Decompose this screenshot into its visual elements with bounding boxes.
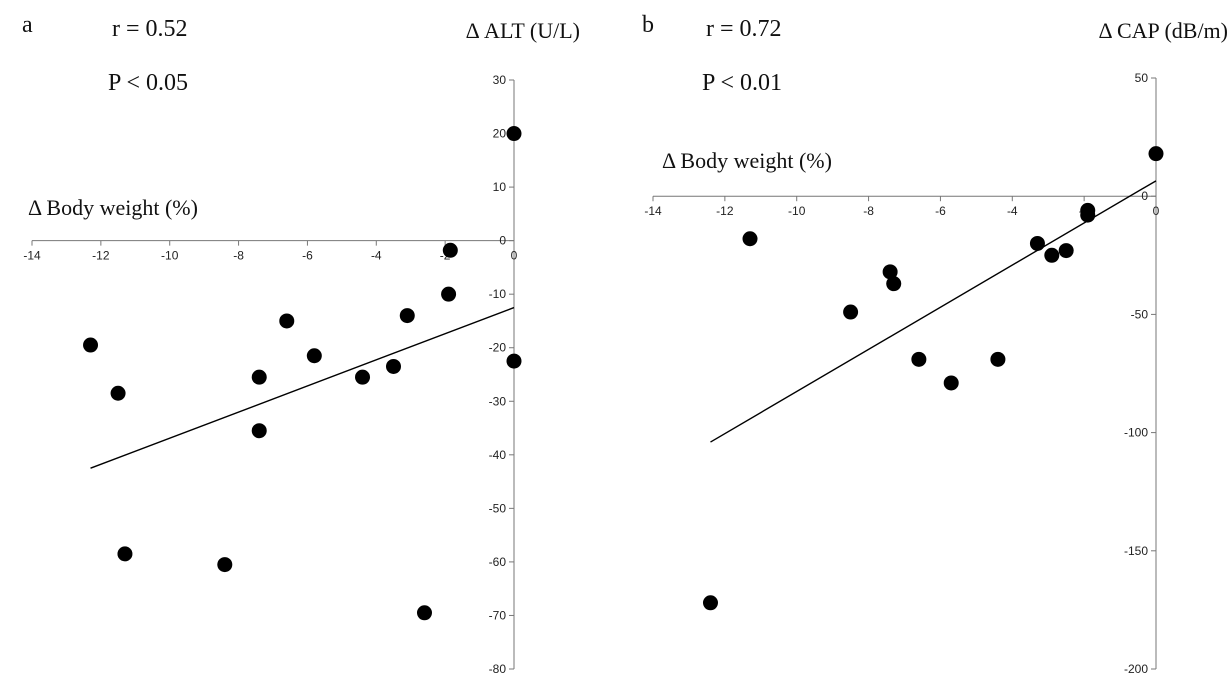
panel-b-axes: 500-50-100-150-200-14-12-10-8-6-4-20	[644, 71, 1159, 676]
panel-b-data-point	[911, 351, 927, 367]
panel-b-points	[702, 146, 1164, 611]
panel-a-letter: a	[22, 12, 33, 38]
panel-a-data-point	[386, 358, 401, 374]
panel-a-r-stat: r = 0.52	[112, 16, 188, 42]
panel-b-data-point	[1080, 207, 1096, 223]
panel-a-y-tick-label: 10	[493, 180, 507, 194]
panel-b-y-tick-label: -100	[1124, 426, 1148, 440]
panel-a-x-tick-label: -10	[161, 249, 179, 263]
panel-b-x-tick-label: -6	[935, 204, 946, 218]
panel-a-data-point	[279, 313, 295, 329]
panel-b-data-point	[843, 304, 859, 320]
panel-b-data-point	[1058, 243, 1074, 259]
panel-a-y-tick-label: 20	[493, 127, 507, 141]
panel-b: b r = 0.72 P < 0.01 Δ Body weight (%) Δ …	[642, 12, 1228, 676]
panel-a-data-point	[83, 337, 99, 353]
panel-a-p-stat: P < 0.05	[108, 70, 188, 96]
panel-a-y-tick-label: 30	[493, 73, 507, 87]
panel-a-data-point	[251, 423, 267, 439]
panel-a-data-point	[442, 242, 458, 258]
panel-a-data-point	[399, 308, 415, 324]
panel-b-p-stat: P < 0.01	[702, 70, 782, 96]
panel-a-x-tick-label: 0	[511, 249, 518, 263]
panel-b-y-tick-label: 50	[1135, 71, 1149, 85]
panel-a-y-tick-label: 0	[499, 234, 506, 248]
panel-a-y-axis-title: Δ ALT (U/L)	[466, 18, 580, 43]
panel-a-y-tick-label: -50	[489, 501, 507, 515]
panel-a-x-tick-label: -8	[233, 249, 244, 263]
panel-b-trendline	[710, 180, 1157, 443]
panel-a-trendline-line	[90, 306, 515, 469]
panel-b-data-point	[886, 276, 902, 292]
panel-a-data-point	[506, 126, 522, 142]
panel-a-y-tick-label: -60	[489, 555, 507, 569]
panel-b-x-tick-label: -8	[863, 204, 874, 218]
panel-a-y-tick-label: -80	[489, 662, 507, 676]
panel-a-x-tick-label: -12	[92, 249, 110, 263]
panel-b-data-point	[943, 375, 959, 391]
panel-a-y-tick-label: -40	[489, 448, 507, 462]
panel-b-trendline-line	[710, 180, 1157, 443]
panel-a-x-axis-title: Δ Body weight (%)	[28, 195, 198, 220]
panel-b-data-point	[990, 351, 1006, 367]
panel-b-y-tick-label: -50	[1131, 307, 1149, 321]
panel-a-x-tick-label: -4	[371, 249, 382, 263]
panel-b-data-point	[702, 595, 718, 611]
panel-b-x-axis-title: Δ Body weight (%)	[662, 148, 832, 173]
panel-a-y-tick-label: -10	[489, 287, 507, 301]
panel-a-x-tick-label: -14	[23, 249, 41, 263]
panel-b-x-tick-label: 0	[1153, 204, 1160, 218]
panel-b-letter: b	[642, 12, 654, 38]
panel-a-y-tick-label: -30	[489, 394, 507, 408]
panel-b-data-point	[1148, 146, 1164, 162]
panel-a-trendline	[90, 306, 515, 469]
panel-a-data-point	[306, 348, 322, 364]
panel-b-data-point	[1029, 235, 1045, 251]
panel-b-x-tick-label: -10	[788, 204, 806, 218]
panel-b-y-axis-title: Δ CAP (dB/m)	[1099, 18, 1228, 43]
panel-b-data-point	[742, 231, 758, 247]
panel-b-data-point	[882, 264, 898, 280]
panel-a-data-point	[416, 605, 432, 621]
panel-b-x-tick-label: -14	[644, 204, 662, 218]
panel-b-y-tick-label: -200	[1124, 662, 1148, 676]
panel-a-x-tick-label: -6	[302, 249, 313, 263]
panel-a-data-point	[251, 369, 267, 385]
panel-a-data-point	[355, 369, 371, 385]
panel-a-y-tick-label: -20	[489, 341, 507, 355]
panel-b-x-tick-label: -4	[1007, 204, 1018, 218]
panel-a-data-point	[110, 385, 126, 401]
panel-a: a r = 0.52 P < 0.05 Δ Body weight (%) Δ …	[22, 12, 580, 676]
panel-a-data-point	[117, 546, 133, 562]
panel-a-data-point	[217, 557, 233, 573]
panel-a-y-tick-label: -70	[489, 608, 507, 622]
panel-b-y-tick-label: -150	[1124, 544, 1148, 558]
panel-a-data-point	[441, 286, 457, 302]
panel-b-r-stat: r = 0.72	[706, 16, 782, 42]
panel-b-data-point	[1044, 247, 1060, 263]
panel-b-x-tick-label: -12	[716, 204, 734, 218]
panel-b-y-tick-label: 0	[1141, 189, 1148, 203]
panel-a-data-point	[506, 353, 522, 369]
panel-a-points	[83, 126, 522, 621]
